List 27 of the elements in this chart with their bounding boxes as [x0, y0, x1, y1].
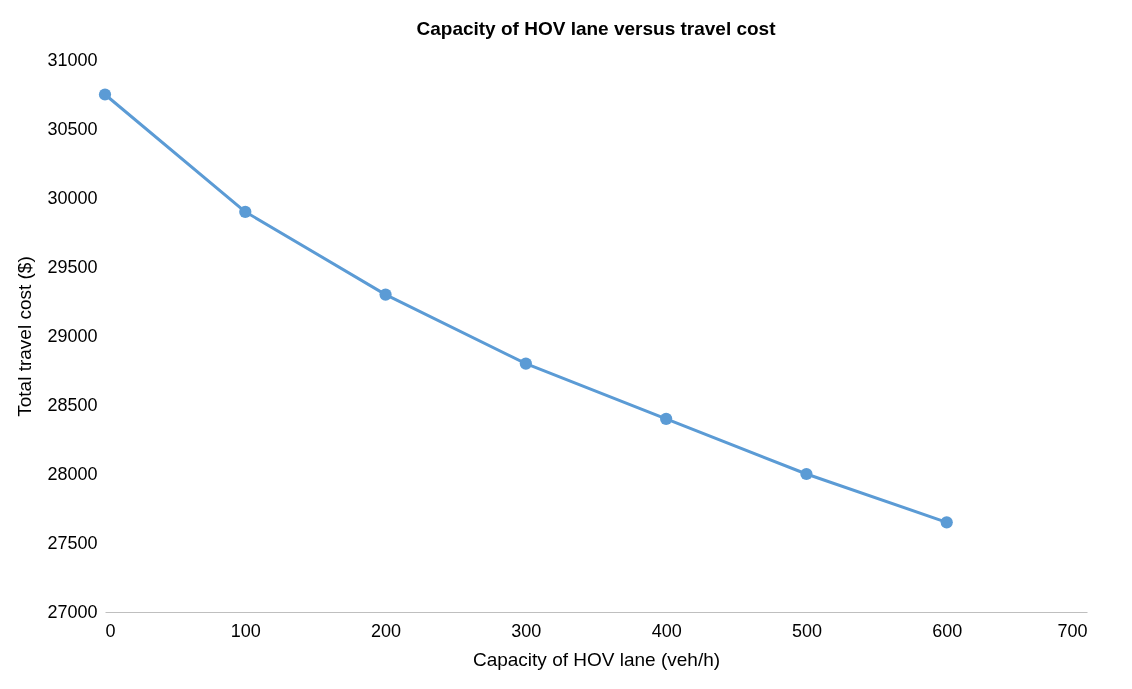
- point: [98, 88, 112, 101]
- x-tick-label: 100: [230, 620, 261, 641]
- y-tick-label: 28500: [47, 394, 98, 415]
- point: [379, 288, 392, 301]
- chart-title: Capacity of HOV lane versus travel cost: [416, 18, 777, 39]
- x-tick-label: 400: [651, 620, 682, 641]
- point: [660, 412, 673, 425]
- point: [519, 357, 532, 370]
- y-tick-label: 27000: [47, 601, 98, 622]
- y-tick-label: 29000: [47, 325, 98, 346]
- point: [239, 205, 252, 218]
- x-tick-label: 300: [511, 620, 542, 641]
- y-tick-label: 27500: [47, 532, 98, 553]
- x-tick-label: 700: [1057, 620, 1088, 641]
- y-tick-label: 28000: [47, 463, 98, 484]
- y-axis-title: Total travel cost ($): [14, 256, 36, 417]
- y-tick-label: 29500: [47, 256, 98, 277]
- x-tick-label: 500: [791, 620, 822, 641]
- y-tick-label: 30000: [47, 187, 98, 208]
- point: [800, 467, 813, 481]
- x-tick-label: 0: [105, 620, 116, 641]
- x-tick-label: 200: [371, 620, 402, 641]
- x-axis-title: Capacity of HOV lane (veh/h): [472, 648, 721, 670]
- x-tick-label: 600: [932, 620, 963, 641]
- y-tick-label: 30500: [47, 118, 98, 139]
- point: [940, 516, 953, 529]
- y-tick-label: 31000: [47, 49, 98, 70]
